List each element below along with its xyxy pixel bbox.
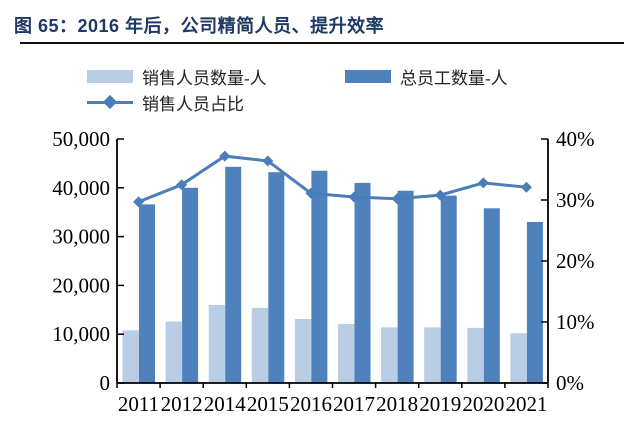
legend-row-1: 销售人员数量-人 总员工数量-人 — [87, 66, 508, 88]
bar-sales-2015 — [251, 307, 269, 383]
legend-label-total-count: 总员工数量-人 — [400, 68, 508, 88]
legend-swatch-sales-icon — [87, 69, 133, 83]
bar-total-2020 — [483, 208, 500, 383]
bar-total-2012 — [182, 187, 199, 383]
bar-sales-2021 — [510, 333, 527, 383]
legend-item-total-count: 总员工数量-人 — [345, 66, 508, 88]
ratio-marker-2012 — [176, 179, 188, 191]
ratio-marker-2011 — [133, 196, 145, 208]
ratio-marker-2018 — [391, 193, 403, 205]
ratio-marker-2014 — [219, 150, 231, 162]
legend-item-sales-count: 销售人员数量-人 — [87, 66, 345, 88]
bar-total-2011 — [139, 204, 155, 383]
right-axis-label: 0% — [556, 371, 584, 395]
bar-sales-2017 — [338, 323, 355, 383]
bar-sales-2019 — [424, 327, 441, 383]
ratio-marker-2017 — [348, 191, 360, 203]
bar-sales-2012 — [165, 321, 183, 383]
bar-sales-2020 — [467, 327, 484, 383]
x-axis-label-2017: 2017 — [333, 392, 375, 416]
bar-total-2016 — [311, 170, 328, 383]
x-axis-label-2019: 2019 — [419, 392, 461, 416]
bar-sales-2011 — [122, 330, 139, 383]
ratio-marker-2016 — [305, 187, 317, 199]
left-axis-label: 50,000 — [52, 127, 110, 151]
x-axis-label-2018: 2018 — [376, 392, 418, 416]
bar-total-2014 — [225, 166, 242, 383]
right-axis-label: 40% — [556, 127, 595, 151]
legend-label-sales-count: 销售人员数量-人 — [142, 68, 267, 88]
ratio-marker-2015 — [262, 155, 274, 167]
right-axis-label: 10% — [556, 310, 595, 334]
left-axis-label: 30,000 — [52, 225, 110, 249]
x-axis-label-2021: 2021 — [505, 392, 547, 416]
x-axis-label-2015: 2015 — [247, 392, 289, 416]
ratio-marker-2021 — [520, 181, 532, 193]
x-axis-label-2014: 2014 — [204, 392, 247, 416]
left-axis-label: 20,000 — [52, 273, 110, 297]
left-axis-label: 40,000 — [52, 176, 110, 200]
left-axis-label: 0 — [100, 371, 111, 395]
legend-line-marker-icon — [87, 94, 133, 110]
legend-swatch-total-icon — [345, 69, 391, 83]
x-axis-label-2011: 2011 — [118, 392, 159, 416]
bar-total-2019 — [440, 195, 457, 383]
bar-sales-2014 — [208, 304, 226, 383]
ratio-marker-2020 — [477, 177, 489, 189]
x-axis-label-2012: 2012 — [161, 392, 203, 416]
ratio-line — [137, 154, 527, 204]
bar-total-2017 — [354, 182, 371, 383]
right-axis-label: 30% — [556, 188, 595, 212]
title-divider — [20, 42, 624, 45]
bar-sales-2018 — [381, 327, 398, 383]
left-axis-label: 10,000 — [52, 322, 110, 346]
bar-total-2018 — [397, 190, 414, 383]
bar-total-2021 — [526, 221, 543, 383]
x-axis-label-2020: 2020 — [462, 392, 504, 416]
ratio-marker-2019 — [434, 189, 446, 201]
combo-chart: 0 10,000 20,000 30,000 40,000 50,000 0% 10% 20% 3… — [52, 127, 595, 416]
legend-row-2: 销售人员占比 — [87, 92, 244, 114]
bar-total-2015 — [268, 172, 285, 383]
bar-sales-2016 — [294, 319, 312, 383]
figure-title: 图 65：2016 年后，公司精简人员、提升效率 — [14, 16, 385, 36]
legend-label-sales-ratio: 销售人员占比 — [142, 94, 244, 114]
x-axis-label-2016: 2016 — [290, 392, 332, 416]
right-axis-label: 20% — [556, 249, 595, 273]
legend-item-sales-ratio: 销售人员占比 — [87, 92, 244, 114]
